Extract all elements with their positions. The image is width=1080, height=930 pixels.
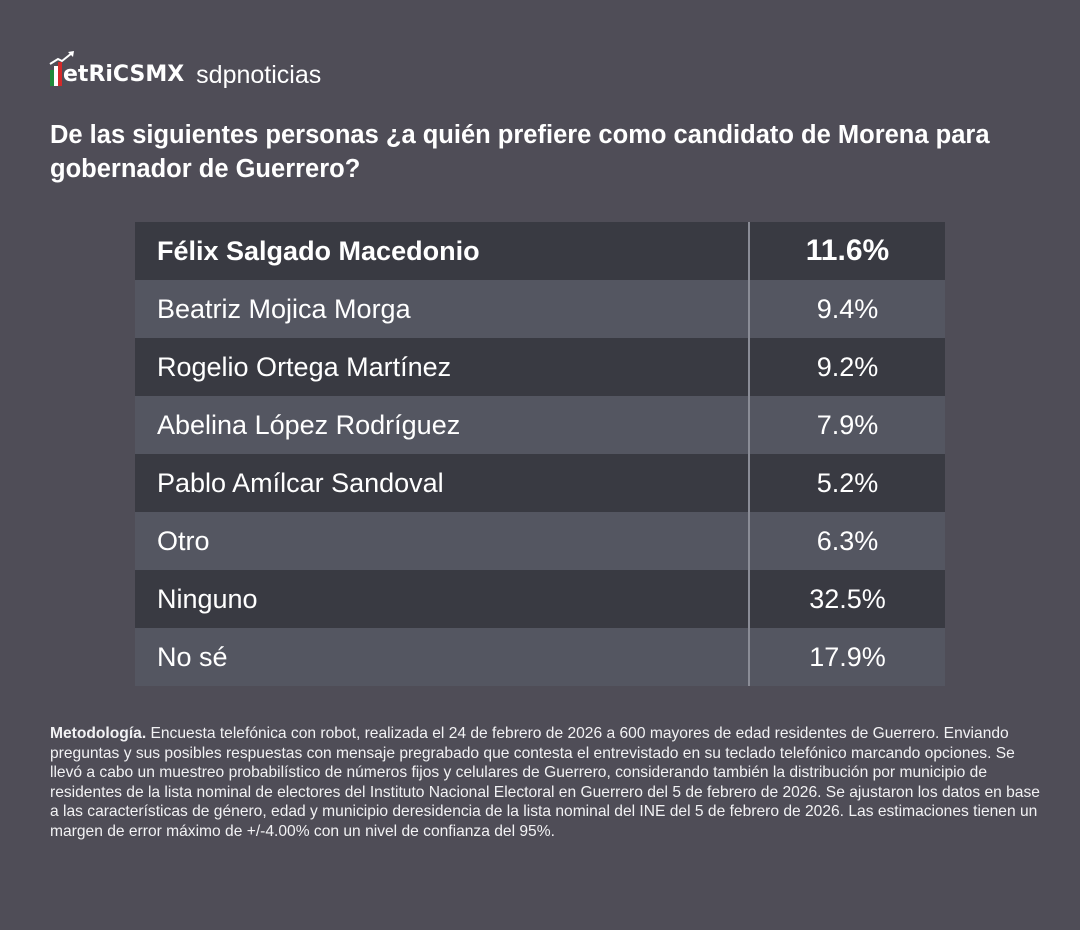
metrics-wordmark: etRiCSMX [63,62,185,87]
chart-title: De las siguientes personas ¿a quién pref… [50,121,990,183]
table-row: Rogelio Ortega Martínez 9.2% [135,338,945,396]
table-row: Otro 6.3% [135,512,945,570]
candidate-percentage: 11.6% [748,222,945,280]
candidate-name: Abelina López Rodríguez [157,409,461,440]
metricsmx-logo: etRiCSMX [49,51,185,87]
candidate-percentage: 7.9% [748,396,945,454]
methodology-text: Encuesta telefónica con robot, realizada… [50,725,1040,840]
candidate-name: Ninguno [157,583,258,614]
flag-chart-icon [49,51,74,86]
candidate-name: Pablo Amílcar Sandoval [157,467,444,498]
table-row: Ninguno 32.5% [135,570,945,628]
candidate-percentage: 9.4% [748,280,945,338]
candidate-percentage: 17.9% [748,628,945,686]
table-row: Beatriz Mojica Morga 9.4% [135,280,945,338]
candidate-percentage: 9.2% [748,338,945,396]
table-row: Abelina López Rodríguez 7.9% [135,396,945,454]
candidate-name: Otro [157,525,210,556]
table-row: No sé 17.9% [135,628,945,686]
methodology: Metodología. Encuesta telefónica con rob… [50,724,1040,841]
candidate-percentage: 5.2% [748,454,945,512]
candidate-name: Beatriz Mojica Morga [157,293,411,324]
sdpnoticias-logo: sdpnoticias [196,61,322,89]
candidate-percentage: 32.5% [748,570,945,628]
candidate-name: No sé [157,641,228,672]
candidate-name: Rogelio Ortega Martínez [157,351,452,382]
candidate-name: Félix Salgado Macedonio [157,235,480,266]
table-row: Pablo Amílcar Sandoval 5.2% [135,454,945,512]
candidate-percentage: 6.3% [748,512,945,570]
table-row: Félix Salgado Macedonio 11.6% [135,222,945,280]
methodology-label: Metodología. [50,725,147,742]
results-table: Félix Salgado Macedonio 11.6% Beatriz Moji… [135,222,945,686]
trend-arrow-icon [49,51,74,65]
logo: etRiCSMX sdpnoticias [49,50,322,89]
